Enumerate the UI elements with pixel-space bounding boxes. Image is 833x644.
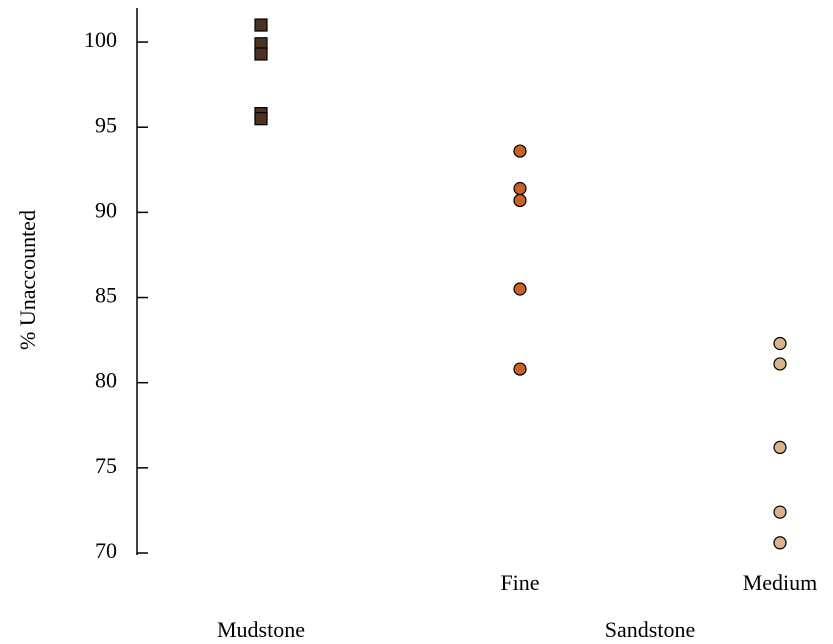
y-axis-label: % Unaccounted (15, 210, 40, 350)
y-tick-label: 100 (84, 27, 117, 52)
x-tick-label: Mudstone (217, 617, 305, 642)
y-tick-label: 85 (95, 283, 117, 308)
point (513, 282, 527, 296)
point (513, 144, 527, 158)
y-tick-label: 80 (95, 368, 117, 393)
point (513, 193, 527, 208)
group-label: Sandstone (605, 617, 695, 642)
point (513, 362, 527, 376)
point (254, 112, 268, 126)
point (773, 505, 787, 519)
point (513, 181, 527, 196)
y-tick-label: 90 (95, 197, 117, 222)
point (254, 18, 268, 32)
point (254, 47, 268, 61)
y-tick-label: 70 (95, 538, 117, 563)
y-tick-label: 75 (95, 453, 117, 478)
x-tick-label: Medium (743, 570, 818, 595)
point (773, 357, 787, 371)
point (773, 336, 787, 351)
point (773, 536, 787, 550)
y-tick-label: 95 (95, 112, 117, 137)
point (773, 440, 787, 455)
x-tick-label: Fine (500, 570, 539, 595)
